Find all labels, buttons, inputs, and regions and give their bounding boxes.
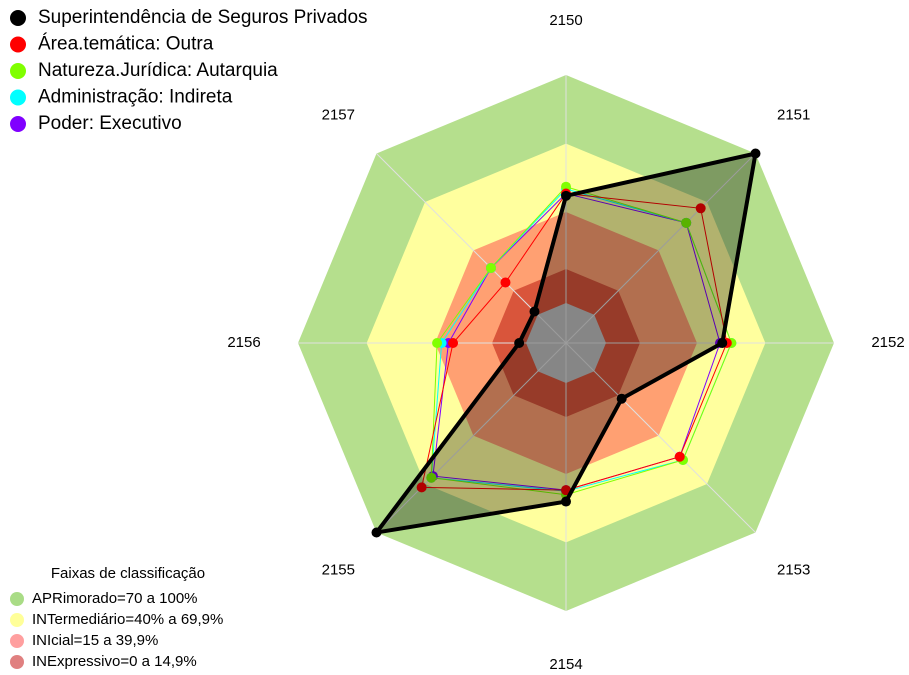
axis-label: 2154 bbox=[549, 656, 582, 673]
data-point bbox=[616, 393, 627, 404]
data-point bbox=[500, 277, 511, 288]
axis-label: 2150 bbox=[549, 12, 582, 29]
legend-marker bbox=[10, 36, 26, 53]
legend-marker bbox=[10, 89, 26, 106]
spoke bbox=[376, 342, 567, 533]
band-legend-label: INTermediário=40% a 69,9% bbox=[32, 611, 223, 628]
axis-label: 2151 bbox=[777, 106, 810, 123]
data-point bbox=[529, 306, 540, 317]
data-point bbox=[561, 496, 571, 507]
data-point bbox=[695, 203, 706, 214]
band-legend-marker bbox=[10, 613, 24, 627]
legend-label: Natureza.Jurídica: Autarquia bbox=[38, 60, 278, 81]
bands-legend-title: Faixas de classificação bbox=[51, 565, 205, 582]
spoke bbox=[565, 342, 756, 533]
legend-marker bbox=[10, 116, 26, 132]
axis-label: 2153 bbox=[777, 562, 810, 579]
legend-label: Poder: Executivo bbox=[38, 113, 182, 134]
legend-label: Área.temática: Outra bbox=[38, 34, 214, 55]
spoke bbox=[565, 153, 756, 344]
band-legend-label: APRimorado=70 a 100% bbox=[32, 590, 198, 607]
data-point bbox=[432, 338, 443, 348]
data-point bbox=[448, 338, 459, 348]
legend-marker bbox=[10, 10, 26, 26]
axis-label: 2155 bbox=[322, 562, 355, 579]
axis-label: 2157 bbox=[322, 106, 355, 123]
data-point bbox=[485, 262, 496, 273]
band-legend-marker bbox=[10, 592, 24, 606]
axis-label: 2152 bbox=[871, 334, 904, 351]
axis-label: 2156 bbox=[227, 334, 260, 351]
legend-label: Administração: Indireta bbox=[38, 87, 233, 108]
data-point bbox=[674, 451, 685, 462]
data-point bbox=[717, 338, 728, 348]
legend-label: Superintendência de Seguros Privados bbox=[38, 7, 368, 28]
data-point bbox=[561, 181, 571, 192]
data-point bbox=[561, 190, 571, 201]
data-point bbox=[750, 148, 761, 159]
legend-marker bbox=[10, 63, 26, 79]
data-point bbox=[514, 338, 525, 348]
data-point bbox=[416, 482, 427, 493]
band-legend-marker bbox=[10, 655, 24, 669]
band-legend-label: INIcial=15 a 39,9% bbox=[32, 632, 158, 649]
data-point bbox=[371, 527, 382, 538]
data-point bbox=[681, 217, 692, 228]
data-point bbox=[426, 472, 437, 483]
data-point bbox=[561, 485, 571, 496]
band-legend-label: INExpressivo=0 a 14,9% bbox=[32, 653, 197, 670]
band-legend-marker bbox=[10, 634, 24, 648]
